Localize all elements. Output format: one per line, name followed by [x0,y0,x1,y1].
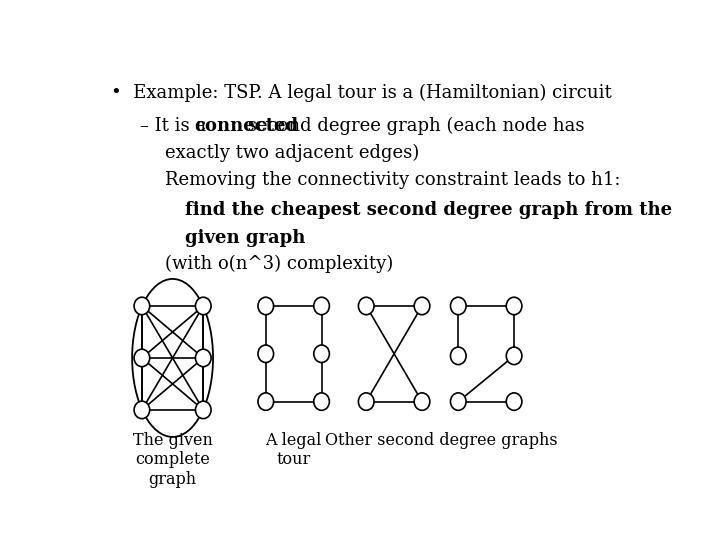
Text: find the cheapest second degree graph from the: find the cheapest second degree graph fr… [185,201,672,219]
Text: A legal
tour: A legal tour [266,431,322,468]
Ellipse shape [359,297,374,315]
Ellipse shape [195,297,211,315]
Ellipse shape [414,393,430,410]
Ellipse shape [451,347,466,365]
Text: •  Example: TSP. A legal tour is a (Hamiltonian) circuit: • Example: TSP. A legal tour is a (Hamil… [111,84,612,102]
Text: given graph: given graph [185,229,305,247]
Ellipse shape [506,347,522,365]
Ellipse shape [258,393,274,410]
Text: connected: connected [194,117,298,135]
Ellipse shape [414,297,430,315]
Ellipse shape [451,393,466,410]
Ellipse shape [195,349,211,367]
Ellipse shape [134,349,150,367]
Ellipse shape [314,345,329,362]
Text: second degree graph (each node has: second degree graph (each node has [243,117,585,135]
Ellipse shape [506,297,522,315]
Text: Other second degree graphs: Other second degree graphs [325,431,558,449]
Text: exactly two adjacent edges): exactly two adjacent edges) [166,144,420,162]
Ellipse shape [134,297,150,315]
Ellipse shape [314,297,329,315]
Ellipse shape [314,393,329,410]
Text: The given
complete
graph: The given complete graph [132,431,212,488]
Ellipse shape [258,297,274,315]
Ellipse shape [506,393,522,410]
Text: Removing the connectivity constraint leads to h1:: Removing the connectivity constraint lea… [166,171,621,189]
Ellipse shape [195,401,211,418]
Ellipse shape [258,345,274,362]
Text: (with o(n^3) complexity): (with o(n^3) complexity) [166,255,394,273]
Text: – It is a: – It is a [140,117,212,135]
Ellipse shape [451,297,466,315]
Ellipse shape [134,401,150,418]
Ellipse shape [359,393,374,410]
